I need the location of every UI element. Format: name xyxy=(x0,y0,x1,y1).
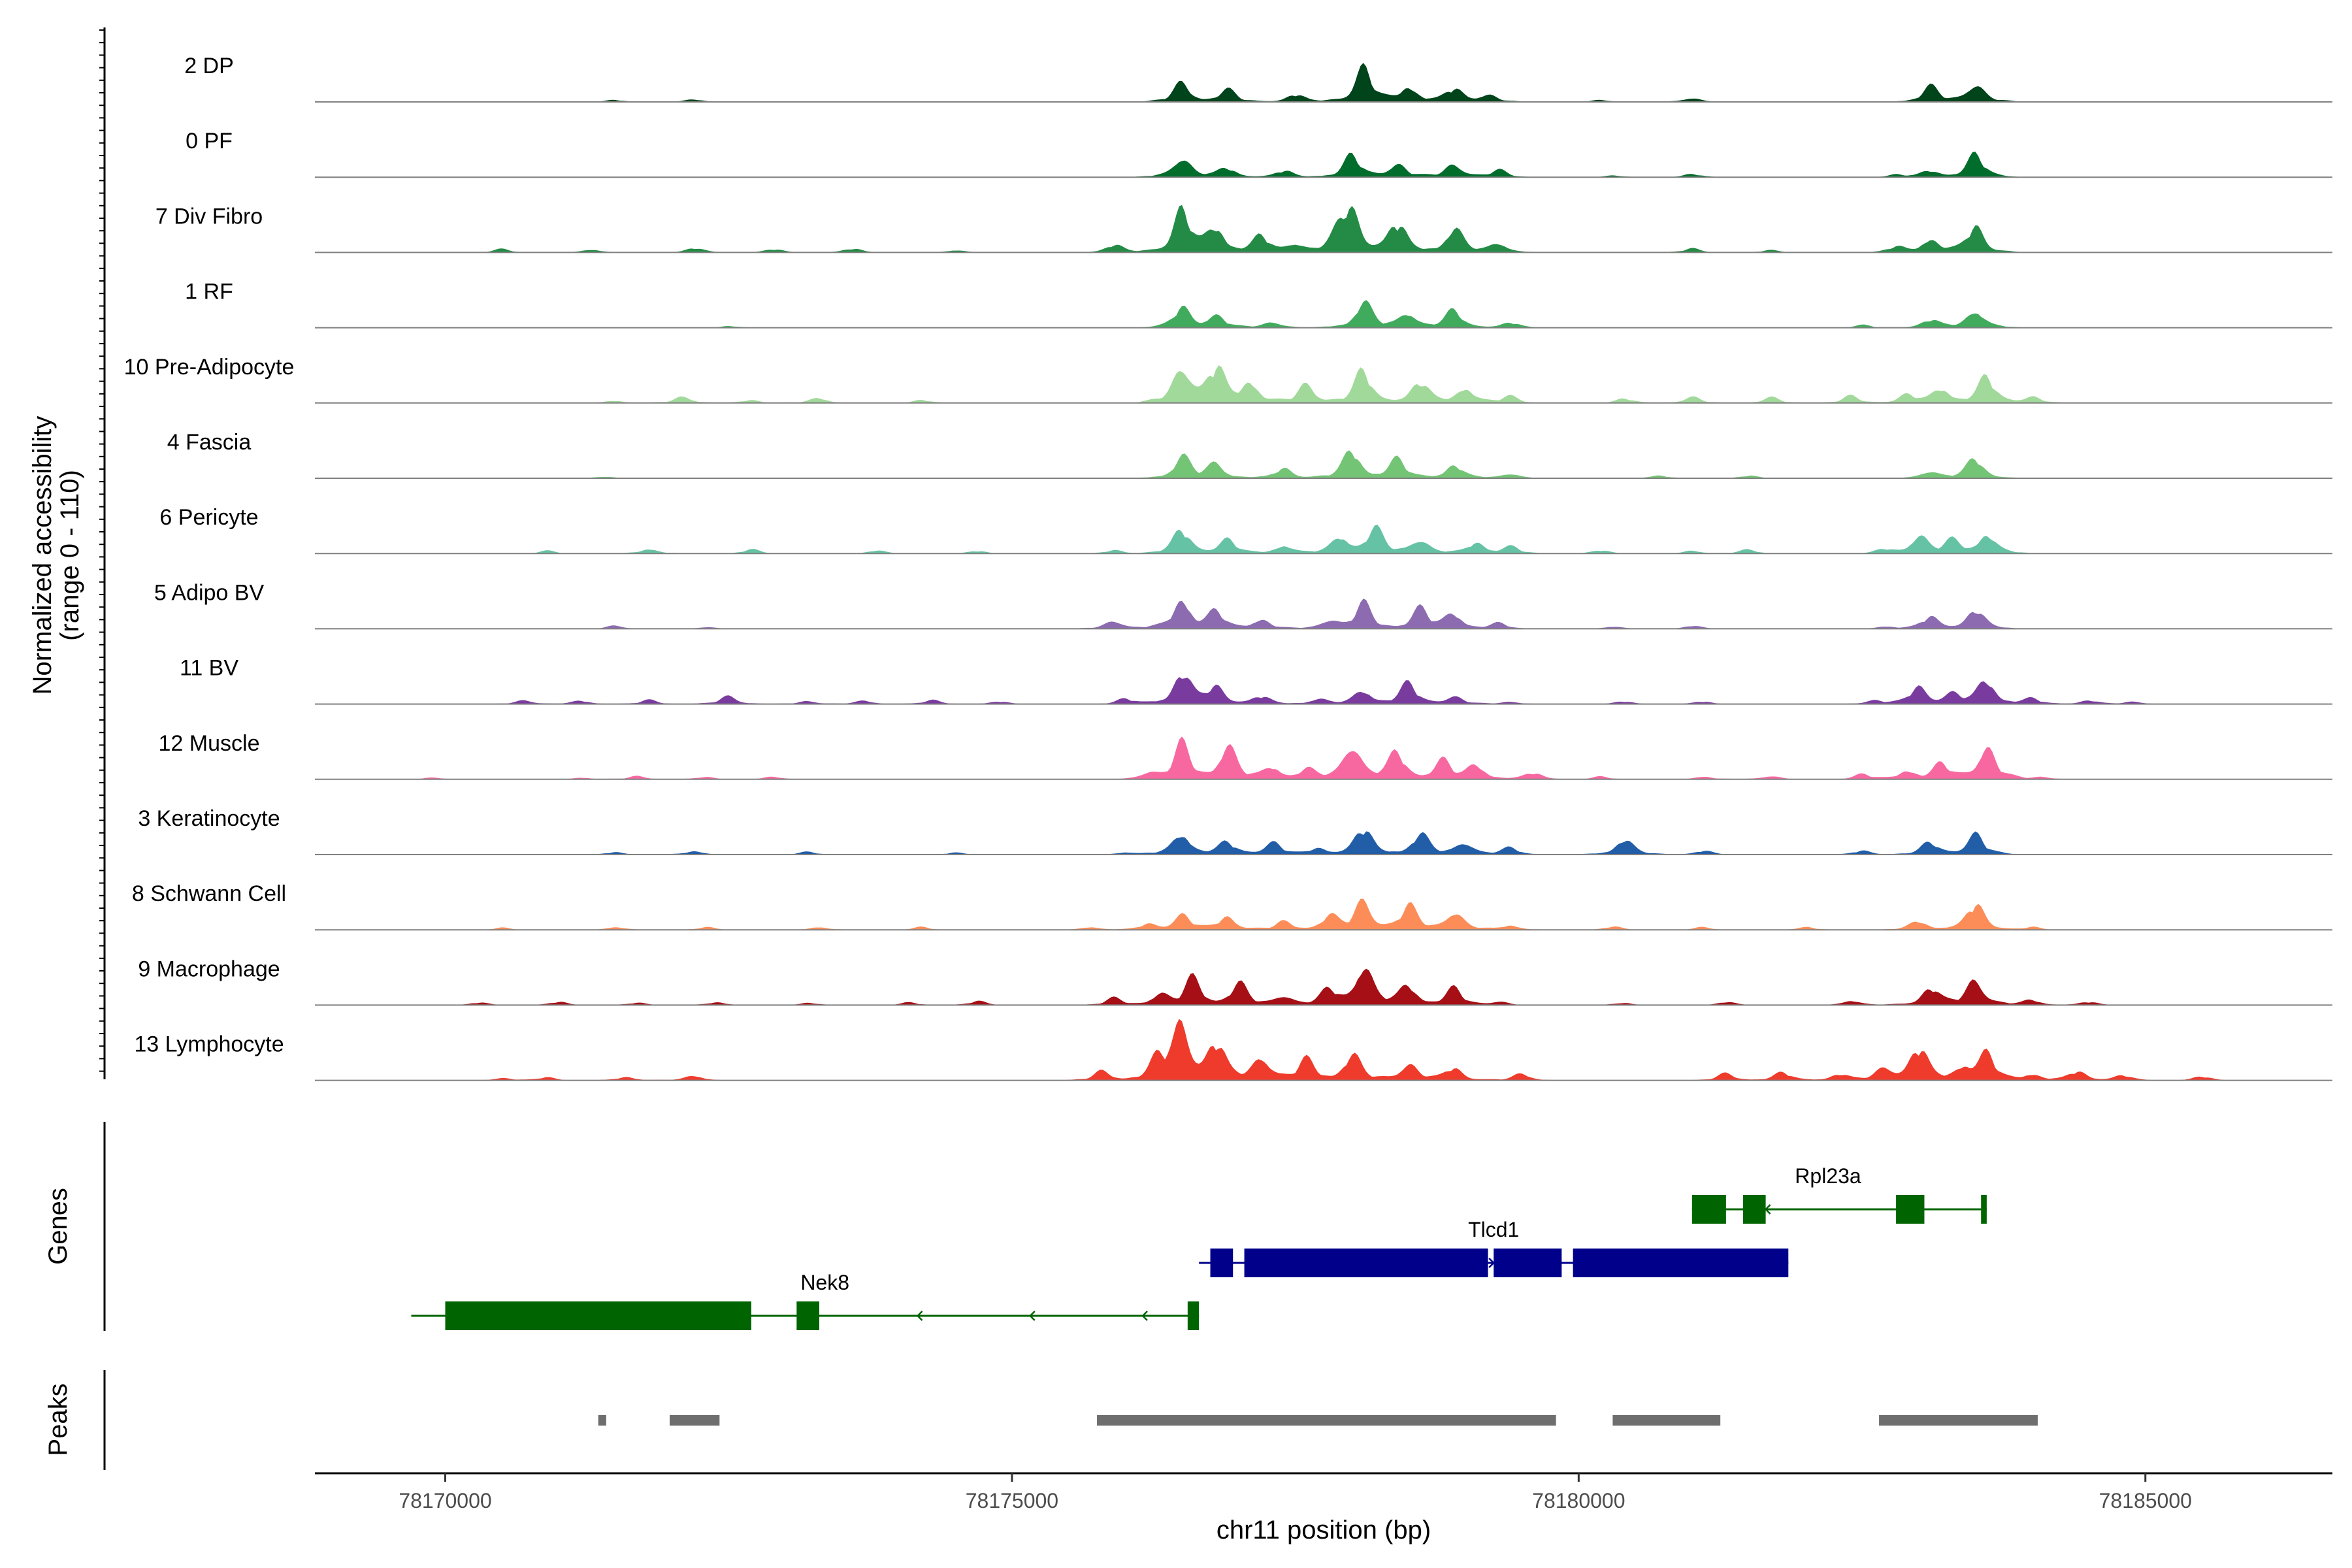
track-6: 4 Fascia xyxy=(167,430,2332,479)
track-label: 10 Pre-Adipocyte xyxy=(124,355,295,380)
signal-area xyxy=(315,525,2332,554)
track-label: 5 Adipo BV xyxy=(154,580,265,605)
track-label: 12 Muscle xyxy=(159,731,260,756)
signal-area xyxy=(315,204,2332,253)
strand-arrow xyxy=(1141,1311,1148,1321)
gene-exon xyxy=(1494,1249,1562,1277)
track-8: 5 Adipo BV xyxy=(154,580,2332,630)
gene-exon xyxy=(1981,1195,1987,1224)
track-1: 2 DP xyxy=(184,54,2332,103)
gene-exon xyxy=(1210,1249,1233,1277)
x-tick-label: 78185000 xyxy=(2099,1489,2192,1512)
peaks-panel-label: Peaks xyxy=(44,1383,73,1456)
track-label: 6 Pericyte xyxy=(159,505,258,530)
genes-track: Nek8 Tlcd1 Rpl23a xyxy=(411,1164,1987,1330)
track-label: 0 PF xyxy=(186,129,233,154)
gene-exon xyxy=(1691,1195,1726,1224)
x-tick-label: 78175000 xyxy=(966,1489,1058,1512)
track-11: 3 Keratinocyte xyxy=(138,806,2332,855)
track-2: 0 PF xyxy=(186,129,2332,178)
track-label: 11 BV xyxy=(180,656,238,681)
strand-arrow xyxy=(1488,1258,1495,1268)
track-13: 9 Macrophage xyxy=(138,956,2332,1006)
y-axis-label: Normalized accessibility xyxy=(28,416,57,695)
x-tick-label: 78180000 xyxy=(1532,1489,1625,1512)
gene-exon xyxy=(796,1301,819,1330)
track-label: 9 Macrophage xyxy=(138,956,280,981)
track-14: 13 Lymphocyte xyxy=(134,1019,2332,1081)
signal-area xyxy=(315,63,2332,102)
track-label: 3 Keratinocyte xyxy=(138,806,280,831)
y-axis-title: Normalized accessibility (range 0 - 110) xyxy=(28,416,84,695)
peaks-track xyxy=(598,1415,2038,1426)
gene-exon xyxy=(445,1301,751,1330)
signal-area xyxy=(315,365,2332,403)
signal-area xyxy=(315,450,2332,478)
peak-region xyxy=(1879,1415,2038,1426)
gene-tlcd1: Tlcd1 xyxy=(1199,1218,1789,1277)
signal-area xyxy=(315,677,2332,704)
tracks-y-axis-ticks xyxy=(99,29,105,1072)
peak-region xyxy=(598,1415,606,1426)
accessibility-tracks: 2 DP 0 PF 7 Div Fibro 1 RF 10 Pre-Adipocyte 4… xyxy=(124,54,2332,1081)
gene-name-label: Rpl23a xyxy=(1795,1164,1861,1188)
gene-name-label: Tlcd1 xyxy=(1468,1218,1519,1241)
track-label: 13 Lymphocyte xyxy=(134,1032,284,1057)
track-label: 4 Fascia xyxy=(167,430,252,455)
x-axis-label: chr11 position (bp) xyxy=(1217,1516,1431,1544)
track-12: 8 Schwann Cell xyxy=(132,881,2332,931)
track-label: 7 Div Fibro xyxy=(155,204,263,229)
gene-nek8: Nek8 xyxy=(411,1271,1200,1330)
track-5: 10 Pre-Adipocyte xyxy=(124,355,2332,404)
track-label: 2 DP xyxy=(184,54,234,78)
x-axis-ticks: 78170000 78175000 78180000 78185000 xyxy=(399,1473,2192,1512)
gene-exon xyxy=(1573,1249,1789,1277)
x-tick-label: 78170000 xyxy=(399,1489,491,1512)
signal-area xyxy=(315,898,2332,930)
track-label: 8 Schwann Cell xyxy=(132,881,286,906)
gene-exon xyxy=(1187,1301,1200,1330)
track-4: 1 RF xyxy=(185,280,2332,329)
signal-area xyxy=(315,831,2332,855)
gene-exon xyxy=(1244,1249,1488,1277)
signal-area xyxy=(315,152,2332,178)
gene-name-label: Nek8 xyxy=(800,1271,849,1294)
track-label: 1 RF xyxy=(185,280,233,304)
signal-area xyxy=(315,736,2332,779)
genes-panel-label: Genes xyxy=(44,1188,73,1265)
gene-exon xyxy=(1742,1195,1766,1224)
signal-area xyxy=(315,598,2332,629)
track-3: 7 Div Fibro xyxy=(155,204,2332,253)
peak-region xyxy=(1097,1415,1556,1426)
track-7: 6 Pericyte xyxy=(159,505,2332,555)
strand-arrow xyxy=(916,1311,923,1321)
peak-region xyxy=(670,1415,720,1426)
signal-area xyxy=(315,300,2332,328)
track-10: 12 Muscle xyxy=(159,731,2332,780)
signal-area xyxy=(315,1019,2332,1081)
peak-region xyxy=(1612,1415,1721,1426)
track-9: 11 BV xyxy=(180,656,2332,705)
gene-exon xyxy=(1896,1195,1925,1224)
gene-rpl23a: Rpl23a xyxy=(1691,1164,1987,1224)
strand-arrow xyxy=(1029,1311,1036,1321)
signal-area xyxy=(315,968,2332,1005)
y-axis-range-label: (range 0 - 110) xyxy=(56,470,84,641)
